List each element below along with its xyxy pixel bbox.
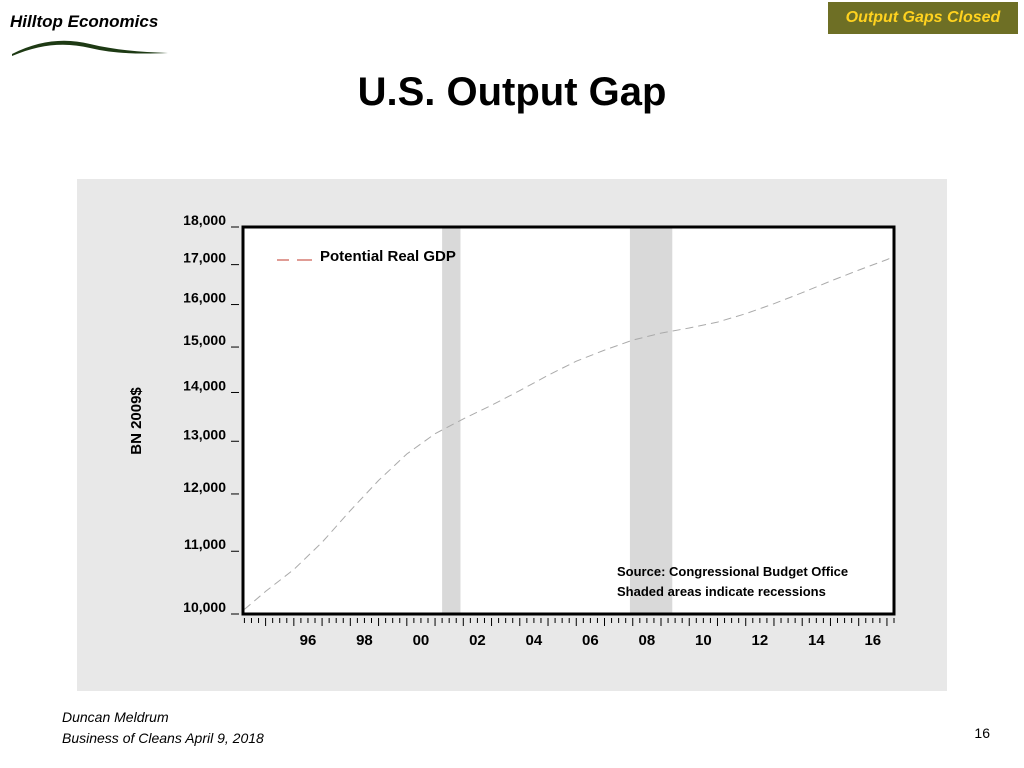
footer-credits: Duncan Meldrum Business of Cleans April … [62, 707, 264, 749]
x-tick-label: 14 [808, 632, 825, 649]
slide-title: U.S. Output Gap [357, 70, 667, 114]
series-layer [244, 256, 895, 610]
x-tick-label: 00 [413, 632, 430, 649]
footer-author: Duncan Meldrum [62, 709, 169, 725]
y-tick-label: 14,000 [183, 377, 226, 393]
page-number: 16 [974, 725, 990, 741]
x-tick-label: 10 [695, 632, 712, 649]
y-tick-label: 16,000 [183, 290, 226, 306]
recession-annotation: Shaded areas indicate recessions [617, 584, 826, 599]
y-axis-label: BN 2009$ [128, 387, 145, 455]
source-annotation: Source: Congressional Budget Office [617, 564, 848, 579]
recession-shading [442, 227, 673, 614]
recession-band [629, 227, 673, 614]
y-tick-label: 12,000 [183, 479, 226, 495]
x-tick-label: 04 [526, 632, 543, 649]
x-tick-label: 96 [300, 632, 317, 649]
series-line-potential-real-gdp [244, 256, 895, 610]
y-tick-label: 13,000 [183, 426, 226, 442]
y-tick-label: 10,000 [183, 599, 226, 615]
y-tick-label: 15,000 [183, 332, 226, 348]
legend-entry: Potential Real GDP [320, 248, 456, 265]
output-gap-chart: 10,000 11,000 12,000 13,000 14,000 15,000 16,0… [128, 212, 896, 649]
legend: Potential Real GDP [277, 248, 456, 265]
x-tick-label: 02 [469, 632, 486, 649]
hill-swoosh-icon [12, 40, 168, 56]
hilltop-logo: Hilltop Economics [10, 10, 180, 60]
recession-band [442, 227, 461, 614]
x-tick-label: 12 [752, 632, 769, 649]
x-axis: 96 98 00 02 04 06 08 10 12 14 16 [243, 618, 895, 649]
y-tick-label: 17,000 [183, 250, 226, 266]
y-axis: 10,000 11,000 12,000 13,000 14,000 15,000 16,0… [183, 212, 239, 615]
chart-panel: 10,000 11,000 12,000 13,000 14,000 15,000 16,0… [77, 179, 947, 691]
x-tick-label: 08 [639, 632, 656, 649]
y-tick-label: 11,000 [184, 536, 226, 552]
logo-text: Hilltop Economics [10, 12, 159, 31]
footer-event: Business of Cleans April 9, 2018 [62, 730, 264, 746]
x-tick-label: 98 [356, 632, 373, 649]
plot-frame [243, 227, 894, 614]
x-tick-label: 06 [582, 632, 599, 649]
y-tick-label: 18,000 [183, 212, 226, 228]
output-gaps-closed-badge: Output Gaps Closed [828, 2, 1018, 34]
x-tick-label: 16 [864, 632, 881, 649]
plot-border [241, 225, 896, 616]
